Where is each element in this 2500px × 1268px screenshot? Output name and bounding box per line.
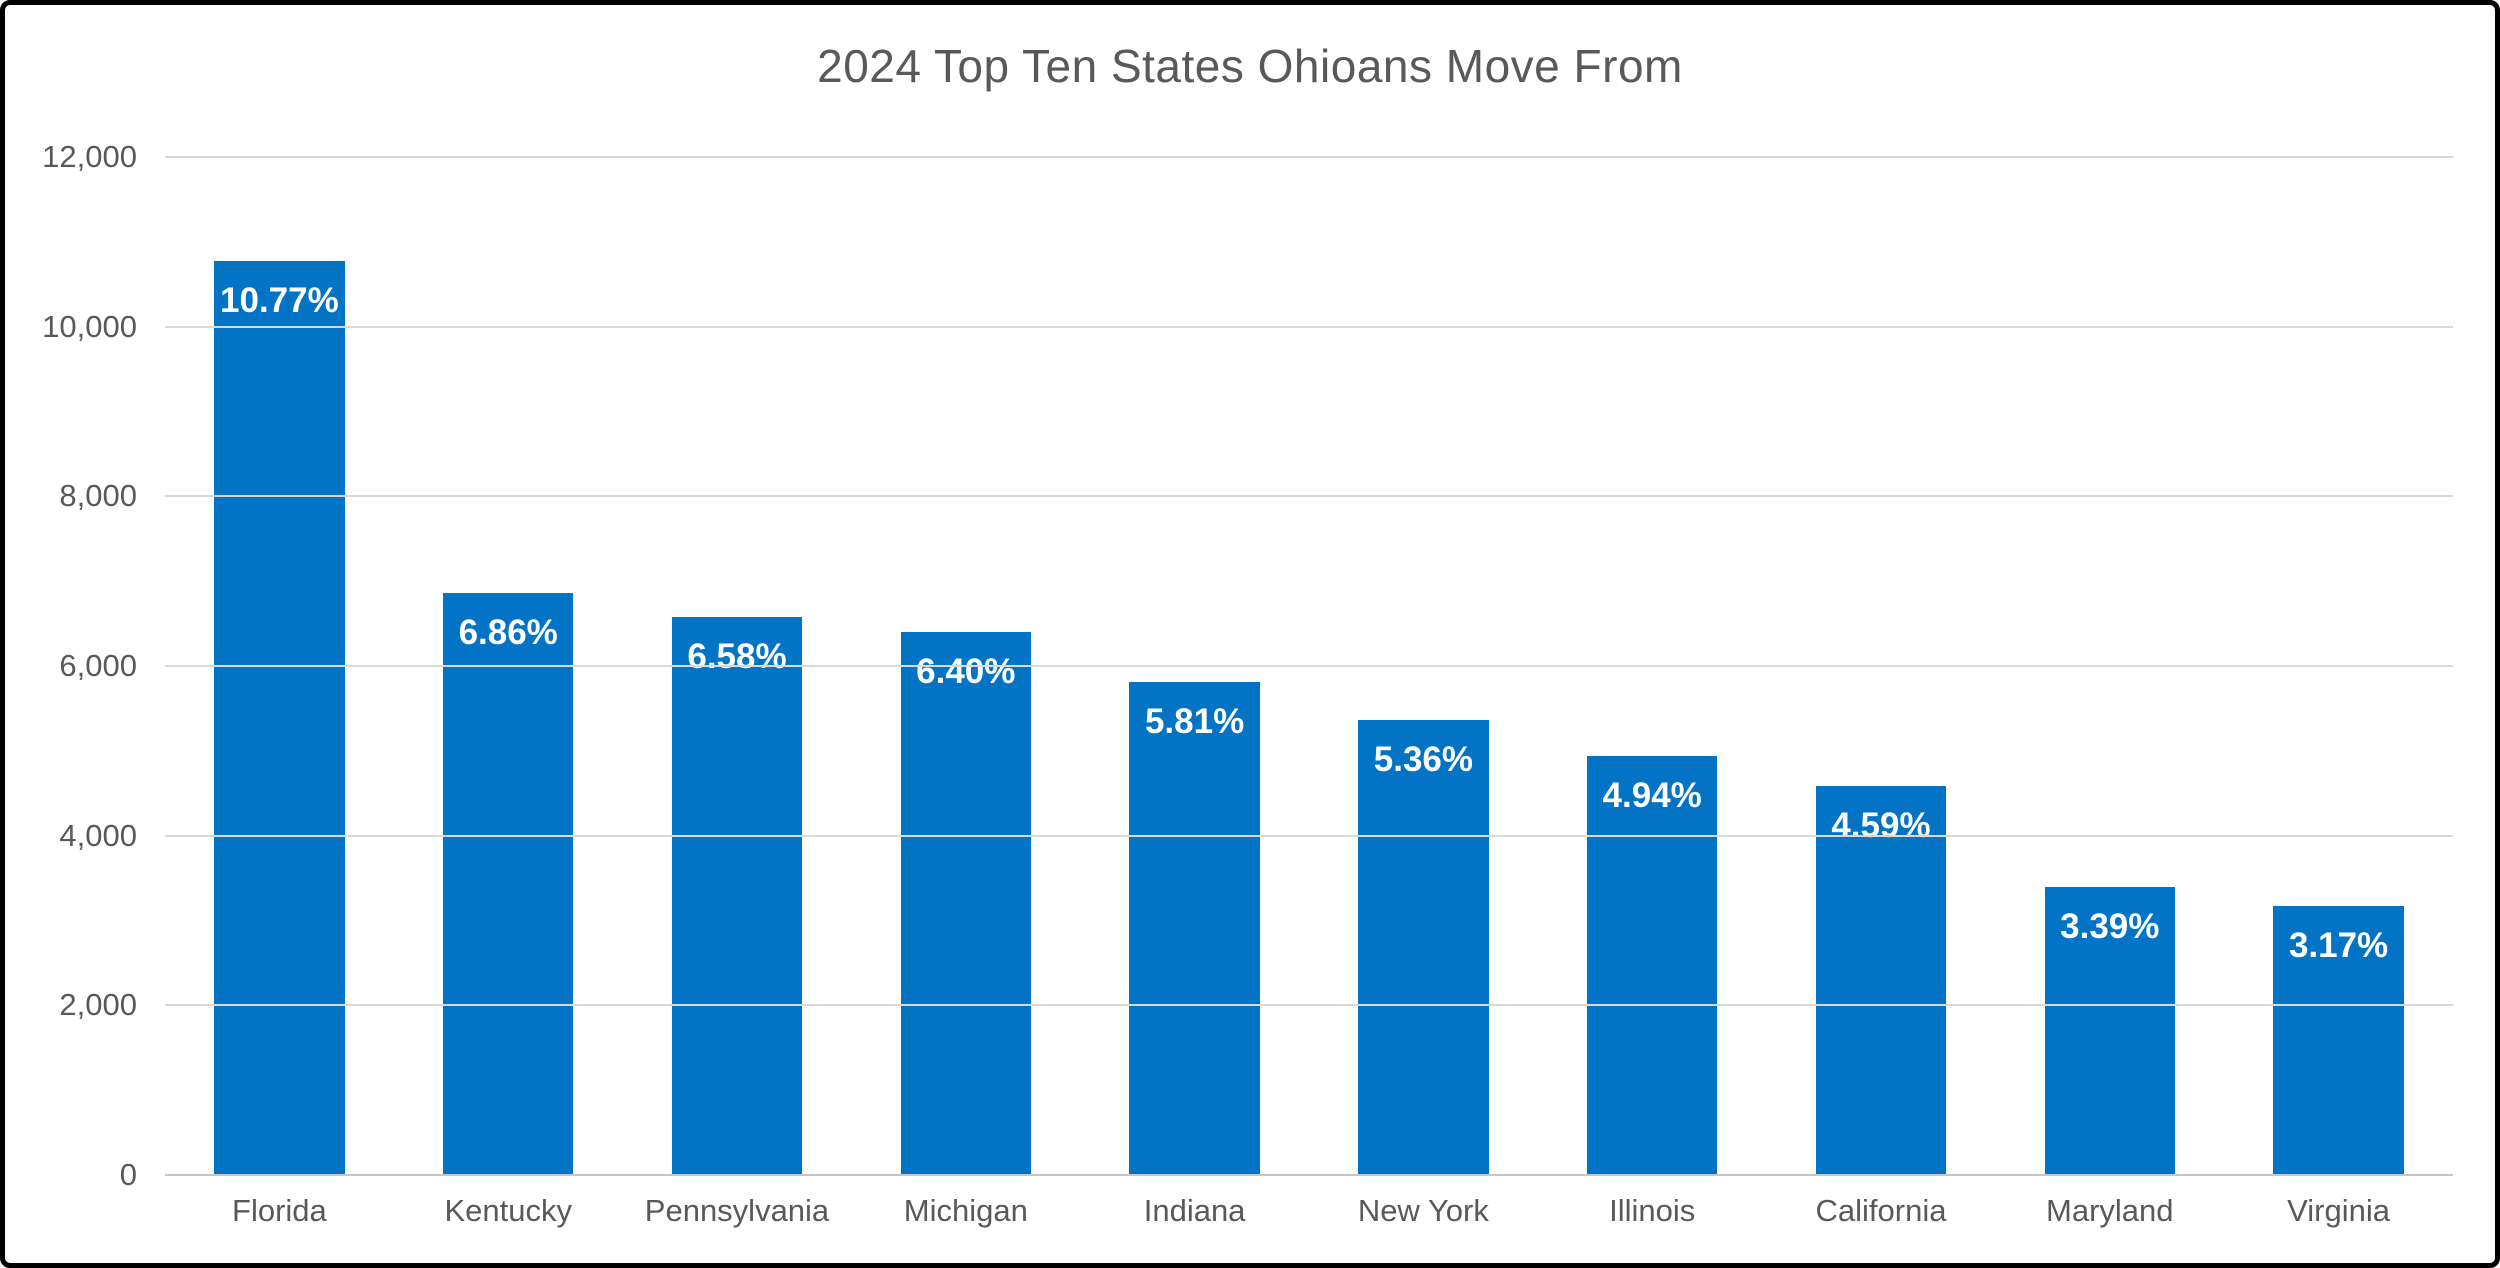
x-axis: Florida Kentucky Pennsylvania Michigan India… — [165, 1193, 2453, 1229]
x-tick-label-virginia: Virginia — [2287, 1193, 2390, 1228]
x-tick-label-illinois: Illinois — [1609, 1193, 1696, 1228]
bar-pennsylvania: 6.58% — [671, 616, 803, 1175]
bar-value-label: 6.86% — [458, 613, 558, 653]
y-tick-label: 10,000 — [42, 308, 137, 344]
bar-value-label: 3.39% — [2060, 907, 2160, 947]
bar-value-label: 3.17% — [2288, 926, 2389, 966]
bar-indiana: 5.81% — [1129, 682, 1260, 1175]
bar-slot-pennsylvania: 6.58% — [623, 157, 852, 1175]
gridline — [165, 834, 2453, 837]
bar-value-label: 5.81% — [1144, 702, 1245, 742]
y-tick-label: 4,000 — [59, 817, 137, 853]
bar-value-label: 4.94% — [1602, 775, 1702, 815]
bar-value-label: 5.36% — [1373, 740, 1473, 780]
bar-value-label: 4.59% — [1831, 805, 1931, 845]
y-tick-label: 6,000 — [59, 648, 137, 683]
bar-slot-california: 4.59% — [1767, 157, 1996, 1175]
y-tick-label: 12,000 — [42, 139, 137, 174]
y-tick-label: 0 — [119, 1157, 137, 1192]
y-tick-label: 2,000 — [59, 987, 137, 1023]
bar-value-label: 6.58% — [687, 636, 787, 676]
gridline — [165, 495, 2453, 498]
bars-container: 10.77% 6.86% 6.58% 6.40% 5.81% 5.36% 4.94% 4.59… — [165, 157, 2453, 1175]
bar-slot-florida: 10.77% — [165, 157, 394, 1175]
y-axis: 12,000 10,000 8,000 6,000 4,000 2,000 0 — [5, 139, 137, 1192]
bar-illinois: 4.94% — [1586, 755, 1718, 1175]
bar-slot-illinois: 4.94% — [1538, 157, 1767, 1175]
x-tick-label-pennsylvania: Pennsylvania — [644, 1193, 830, 1228]
bar-california: 4.59% — [1815, 785, 1947, 1175]
bar-florida: 10.77% — [214, 261, 345, 1175]
bar-kentucky: 6.86% — [442, 593, 574, 1175]
bar-slot-indiana: 5.81% — [1080, 157, 1309, 1175]
bar-value-label: 10.77% — [220, 281, 339, 321]
x-tick-label-maryland: Maryland — [2046, 1193, 2174, 1228]
x-tick-label-california: California — [1815, 1193, 1947, 1228]
bar-slot-new-york: 5.36% — [1309, 157, 1538, 1175]
gridline — [165, 665, 2453, 667]
bar-slot-kentucky: 6.86% — [394, 157, 623, 1175]
bar-slot-virginia: 3.17% — [2224, 157, 2453, 1175]
bar-virginia: 3.17% — [2273, 906, 2404, 1175]
bar-slot-michigan: 6.40% — [851, 157, 1080, 1175]
x-axis-line — [165, 1174, 2453, 1176]
x-tick-label-michigan: Michigan — [903, 1193, 1028, 1228]
bar-new-york: 5.36% — [1358, 720, 1489, 1175]
plot-area: 10.77% 6.86% 6.58% 6.40% 5.81% 5.36% 4.94% 4.59… — [165, 156, 2453, 1176]
x-tick-label-new-york: New York — [1357, 1193, 1489, 1228]
bar-maryland: 3.39% — [2044, 887, 2175, 1175]
bar-slot-maryland: 3.39% — [1995, 157, 2224, 1175]
gridline — [165, 1004, 2453, 1007]
x-tick-label-kentucky: Kentucky — [444, 1193, 572, 1228]
x-tick-label-indiana: Indiana — [1143, 1193, 1246, 1228]
bar-value-label: 6.40% — [916, 652, 1016, 692]
y-tick-label: 8,000 — [59, 478, 137, 514]
bar-michigan: 6.40% — [900, 632, 1031, 1175]
x-tick-label-florida: Florida — [232, 1193, 327, 1228]
gridline — [165, 156, 2453, 158]
chart-title: 2024 Top Ten States Ohioans Move From — [817, 40, 1683, 92]
gridline — [165, 325, 2453, 328]
